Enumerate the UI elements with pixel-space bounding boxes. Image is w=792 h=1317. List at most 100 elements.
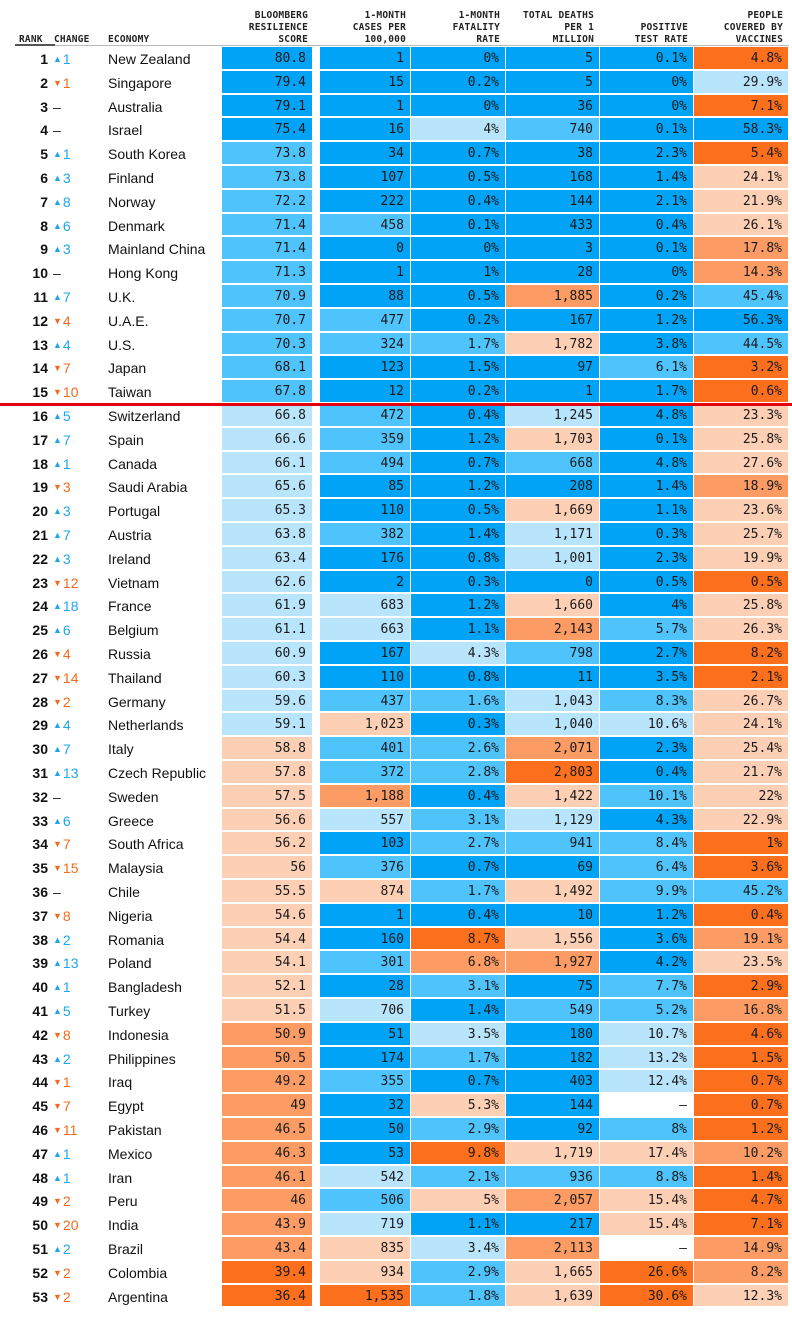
positive-rate-cell: 0% — [600, 94, 693, 118]
economy-name: Spain — [108, 431, 144, 448]
cases-cell: 110 — [320, 499, 410, 522]
rank-change-value: 2 — [62, 1288, 71, 1305]
rank-change-value: 6 — [62, 217, 71, 234]
fatality-cell: 3.1% — [411, 808, 505, 832]
cases-cell: 160 — [320, 927, 410, 951]
rank-value: 29 — [32, 717, 48, 734]
rank-change-value: – — [53, 98, 61, 115]
vaccines-cell: 8.2% — [694, 642, 788, 665]
rank-value: 6 — [40, 170, 48, 186]
rank-change-value: 1 — [62, 1074, 71, 1091]
cases-cell: 663 — [320, 618, 410, 641]
triangle-up-icon: ▲ — [53, 434, 62, 445]
score-cell: 56.6 — [222, 808, 312, 832]
vaccines-cell: 0.7% — [694, 1094, 788, 1117]
rank-value: 38 — [32, 931, 48, 948]
cases-cell: 506 — [320, 1189, 410, 1213]
rank-change-value: – — [53, 122, 61, 139]
economy-name: Ireland — [108, 550, 151, 567]
table-row: 53 ▼2 Argentina 36.4 1,535 1.8% 1,639 30.6% 12.3… — [0, 1284, 792, 1309]
cases-cell: 85 — [320, 475, 410, 499]
triangle-up-icon: ▲ — [53, 292, 62, 302]
deaths-cell: 549 — [506, 999, 599, 1022]
score-cell: 71.3 — [222, 261, 312, 284]
rank-change: ▼4 — [53, 309, 98, 333]
deaths-cell: 5 — [506, 47, 599, 70]
rank-value: 11 — [33, 289, 48, 305]
rank-change-value: 15 — [62, 860, 79, 877]
deaths-cell: 208 — [506, 475, 599, 499]
cases-cell: 324 — [320, 332, 410, 356]
score-cell: 59.6 — [222, 689, 312, 713]
economy-name: Argentina — [108, 1288, 168, 1305]
economy-name: Greece — [108, 812, 154, 829]
fatality-cell: 0.1% — [411, 213, 505, 237]
fatality-cell: 0.5% — [411, 285, 505, 308]
table-row: 23 ▼12 Vietnam 62.6 2 0.3% 0 0.5% 0.5% — [0, 570, 792, 595]
triangle-up-icon: ▲ — [53, 934, 62, 945]
rank-change: ▲7 — [53, 285, 98, 309]
cases-cell: 874 — [320, 880, 410, 903]
triangle-down-icon: ▼ — [53, 1077, 62, 1088]
rank-change-value: 11 — [62, 1122, 78, 1138]
rank-value: 24 — [32, 598, 48, 615]
economy-name: Portugal — [108, 503, 161, 520]
triangle-up-icon: ▲ — [53, 1006, 62, 1016]
rank-value: 41 — [32, 1003, 48, 1019]
rank-value: 37 — [32, 907, 48, 924]
score-cell: 57.8 — [222, 761, 312, 784]
rank-change: ▲1 — [53, 452, 98, 476]
table-row: 9 ▲3 Mainland China 71.4 0 0% 3 0.1% 17.8% — [0, 237, 792, 261]
table-row: 47 ▲1 Mexico 46.3 53 9.8% 1,719 17.4% 10.2% — [0, 1141, 792, 1166]
economy-name: South Africa — [108, 836, 184, 853]
rank-change-value: 2 — [62, 1193, 71, 1210]
rank-change-value: 4 — [62, 312, 71, 329]
rank-change: – — [53, 95, 98, 119]
rank-value: 16 — [32, 408, 48, 424]
deaths-cell: 1,245 — [506, 404, 599, 427]
table-row: 30 ▲7 Italy 58.8 401 2.6% 2,071 2.3% 25.4% — [0, 737, 792, 761]
cases-cell: 12 — [320, 380, 410, 403]
rank-change: ▼7 — [53, 356, 98, 380]
rank-change: ▲18 — [53, 594, 98, 618]
score-cell: 49.2 — [222, 1070, 312, 1094]
rank-change: ▲1 — [53, 1166, 98, 1190]
fatality-cell: 1.5% — [411, 356, 505, 380]
rank-change-value: 6 — [62, 622, 71, 639]
table-row: 32– Sweden 57.5 1,188 0.4% 1,422 10.1% 22% — [0, 784, 792, 809]
vaccines-cell: 25.8% — [694, 427, 788, 451]
cases-cell: 683 — [320, 594, 410, 618]
deaths-cell: 403 — [506, 1070, 599, 1094]
rank-value: 25 — [32, 622, 48, 639]
score-cell: 59.1 — [222, 713, 312, 737]
rank-value: 40 — [32, 979, 48, 996]
rank-value: 53 — [32, 1288, 48, 1305]
positive-rate-cell: 5.7% — [600, 618, 693, 641]
vaccines-cell: 23.6% — [694, 499, 788, 522]
positive-rate-cell: 2.7% — [600, 642, 693, 665]
fatality-cell: 1.4% — [411, 523, 505, 546]
rank-change-value: 5 — [62, 408, 71, 424]
deaths-cell: 3 — [506, 237, 599, 261]
rank-value: 23 — [32, 574, 48, 591]
vaccines-cell: 45.2% — [694, 880, 788, 903]
triangle-up-icon: ▲ — [53, 768, 62, 778]
economy-name: Thailand — [108, 669, 162, 686]
rank-change: ▼2 — [53, 1189, 98, 1213]
cases-cell: 706 — [320, 999, 410, 1022]
triangle-down-icon: ▼ — [53, 649, 62, 659]
rank-change: ▼10 — [53, 380, 98, 404]
vaccines-cell: 2.1% — [694, 665, 788, 689]
deaths-cell: 10 — [506, 903, 599, 927]
cases-cell: 1 — [320, 47, 410, 70]
vaccines-cell: 26.1% — [694, 213, 788, 237]
deaths-cell: 1,171 — [506, 523, 599, 546]
score-cell: 50.9 — [222, 1022, 312, 1046]
table-row: 10– Hong Kong 71.3 1 1% 28 0% 14.3% — [0, 261, 792, 285]
score-cell: 80.8 — [222, 47, 312, 70]
score-cell: 75.4 — [222, 118, 312, 142]
rank-change-value: 4 — [62, 717, 71, 734]
rank-change-value: 3 — [62, 170, 71, 186]
triangle-down-icon: ▼ — [53, 482, 62, 493]
deaths-cell: 167 — [506, 308, 599, 332]
